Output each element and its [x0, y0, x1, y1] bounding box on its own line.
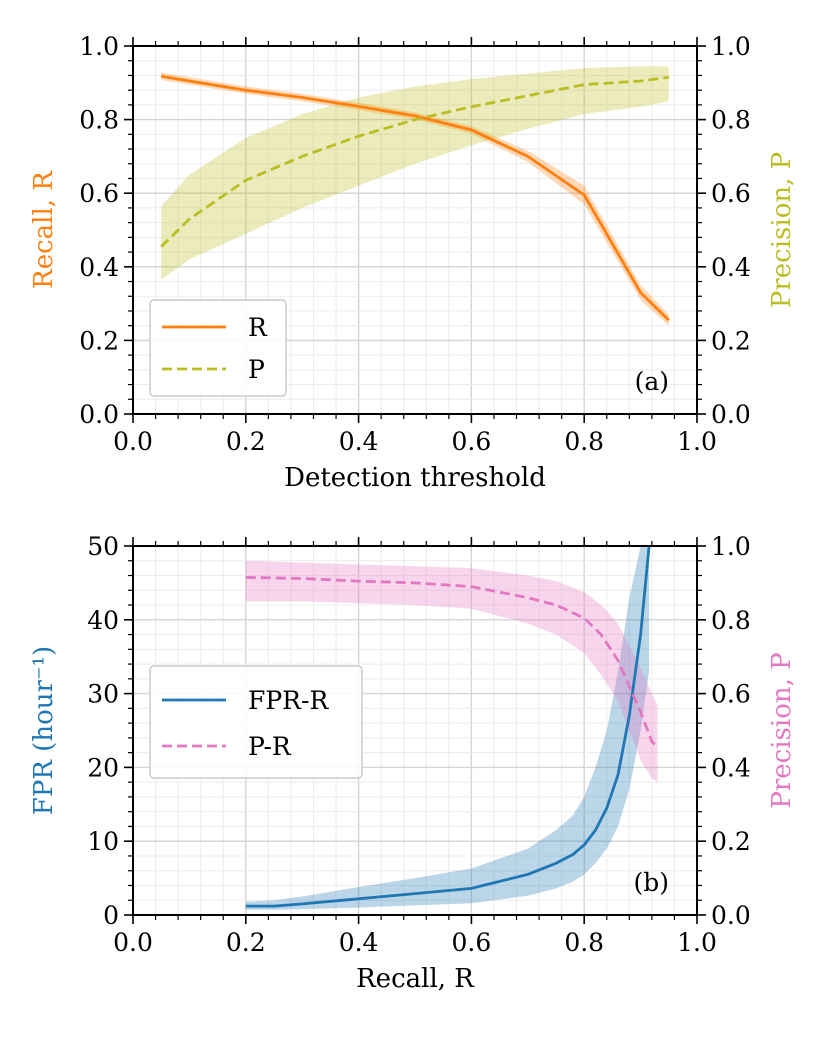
x-tick-label: 0.0: [113, 427, 153, 456]
x-tick-label: 0.6: [452, 928, 492, 957]
panel-b-plot-frame: [132, 545, 698, 916]
panel-b-lines: [245, 545, 659, 908]
panel-a-x-axis-label: Detection threshold: [284, 463, 546, 493]
panel-b: 0.0 0.2 0.4 0.6 0.8 1.0 0 10 20 30 40 50 0.0 0.2 0.4 0.…: [29, 532, 797, 994]
y-left-tick-label: 40: [87, 606, 119, 635]
panel-b-legend-label-p-r: P-R: [248, 732, 292, 761]
panel-b-x-axis-label: Recall, R: [356, 964, 475, 994]
panel-a-bands: [161, 66, 669, 326]
panel-a-grid: [132, 45, 698, 415]
panel-a-legend-box: [149, 299, 287, 397]
x-tick-label: 0.2: [226, 427, 266, 456]
panel-a-lines: [160, 74, 670, 322]
y-right-tick-label: 0.6: [711, 680, 751, 709]
series-band-p-r: [245, 560, 658, 783]
series-band-p: [161, 66, 669, 280]
panel-b-right-axis-label: Precision, P: [767, 652, 797, 808]
x-tick-label: 0.2: [226, 928, 266, 957]
y-left-tick-label: 30: [87, 680, 119, 709]
panel-a: 0.0 0.2 0.4 0.6 0.8 1.00.00.20.40.60.81.00.00…: [29, 32, 797, 493]
x-tick-label: 0.6: [452, 427, 492, 456]
y-left-tick-label: 0: [103, 901, 119, 930]
series-line-p-r: [245, 576, 659, 749]
panel-a-legend-label-r: R: [248, 313, 268, 342]
y-left-tick-label: 0.6: [79, 179, 119, 208]
y-right-tick-label: 0.8: [711, 106, 751, 135]
y-left-tick-label: 0.0: [79, 400, 119, 429]
y-right-tick-label: 0.4: [711, 253, 751, 282]
y-right-tick-label: 0.0: [711, 901, 751, 930]
series-line-p: [160, 75, 669, 248]
panel-b-legend: FPR-R P-R: [149, 665, 363, 779]
y-left-tick-label: 20: [87, 753, 119, 782]
y-right-tick-label: 1.0: [711, 32, 751, 61]
x-tick-label: 1.0: [677, 928, 717, 957]
panel-b-bands: [245, 546, 658, 910]
series-line-r: [160, 74, 670, 322]
y-left-tick-label: 10: [87, 827, 119, 856]
x-tick-label: 0.8: [564, 928, 604, 957]
y-right-tick-label: 0.0: [711, 400, 751, 429]
panel-b-left-axis-label: FPR (hour⁻¹): [29, 646, 59, 815]
y-right-tick-label: 0.2: [711, 326, 751, 355]
x-tick-label: 0.4: [339, 928, 379, 957]
x-tick-label: 1.0: [677, 427, 717, 456]
panel-a-left-axis-label: Recall, R: [29, 170, 59, 289]
panel-b-ticks: 0.0 0.2 0.4 0.6 0.8 1.0 0 10 20 30 40 50 0.0 0.2 0.4 0.…: [87, 532, 751, 957]
y-left-tick-label: 1.0: [79, 32, 119, 61]
panel-a-ticks: 0.0 0.2 0.4 0.6 0.8 1.00.00.20.40.60.81.00.00…: [79, 32, 751, 456]
panel-a-legend-label-p: P: [248, 355, 265, 384]
y-right-tick-label: 0.4: [711, 753, 751, 782]
panel-b-legend-box: [149, 665, 363, 779]
y-right-tick-label: 0.6: [711, 179, 751, 208]
panel-a-legend: R P: [149, 299, 287, 397]
x-tick-label: 0.0: [113, 928, 153, 957]
panel-a-tag: (a): [635, 367, 669, 396]
y-right-tick-label: 1.0: [711, 532, 751, 561]
panel-b-tag: (b): [633, 868, 669, 897]
series-line-fpr-r: [245, 545, 651, 908]
y-left-tick-label: 0.8: [79, 106, 119, 135]
y-right-tick-label: 0.8: [711, 606, 751, 635]
panel-b-legend-label-fpr-r: FPR-R: [248, 686, 329, 715]
y-left-tick-label: 50: [87, 532, 119, 561]
x-tick-label: 0.4: [339, 427, 379, 456]
panel-a-plot-frame: [132, 45, 698, 415]
y-left-tick-label: 0.2: [79, 326, 119, 355]
y-left-tick-label: 0.4: [79, 253, 119, 282]
panel-a-right-axis-label: Precision, P: [767, 152, 797, 308]
y-right-tick-label: 0.2: [711, 827, 751, 856]
x-tick-label: 0.8: [564, 427, 604, 456]
